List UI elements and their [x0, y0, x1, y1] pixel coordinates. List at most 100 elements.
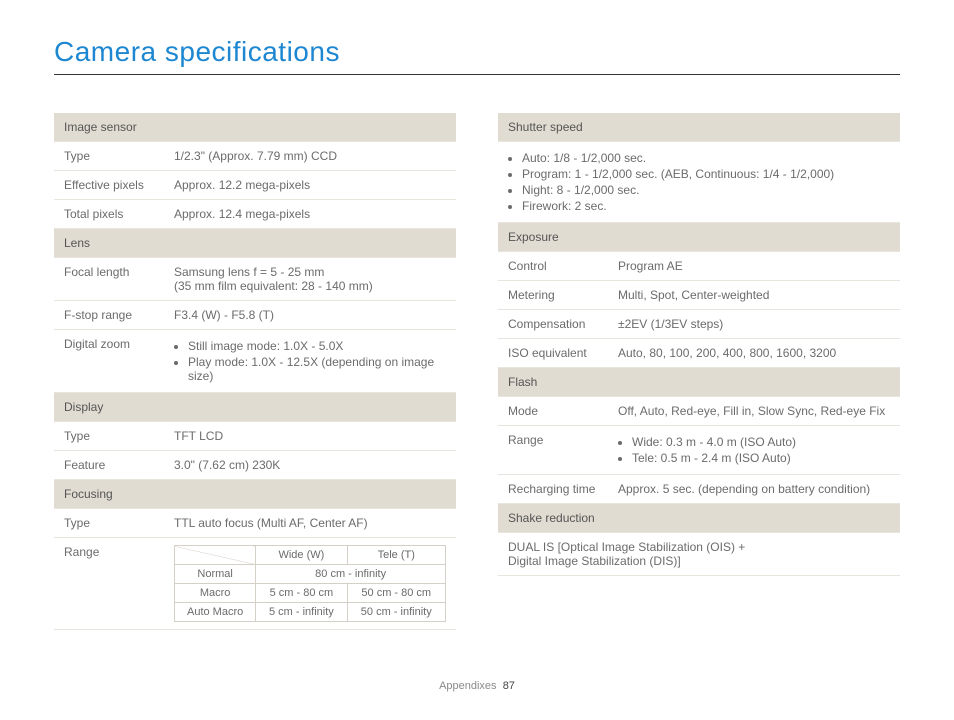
- table-row: Recharging time Approx. 5 sec. (dependin…: [498, 475, 900, 504]
- row-value: DUAL IS [Optical Image Stabilization (OI…: [498, 533, 900, 576]
- inner-value: 50 cm - 80 cm: [347, 584, 445, 603]
- row-value: TFT LCD: [164, 422, 456, 451]
- bullet-list: Wide: 0.3 m - 4.0 m (ISO Auto) Tele: 0.5…: [618, 435, 890, 465]
- columns: Image sensor Type 1/2.3" (Approx. 7.79 m…: [54, 113, 900, 630]
- inner-label: Macro: [175, 584, 256, 603]
- section-exposure: Exposure: [498, 223, 900, 252]
- page-number: 87: [503, 680, 515, 692]
- row-value: Still image mode: 1.0X - 5.0X Play mode:…: [164, 330, 456, 393]
- section-shake: Shake reduction: [498, 504, 900, 533]
- row-label: F-stop range: [54, 301, 164, 330]
- table-row: Range Wide (W) Tele (T) Normal 80 cm - i…: [54, 538, 456, 630]
- row-label: Compensation: [498, 310, 608, 339]
- row-label: Total pixels: [54, 200, 164, 229]
- footer-label: Appendixes: [439, 680, 497, 692]
- table-row: Type TTL auto focus (Multi AF, Center AF…: [54, 509, 456, 538]
- inner-row: Macro 5 cm - 80 cm 50 cm - 80 cm: [175, 584, 446, 603]
- section-image-sensor: Image sensor: [54, 113, 456, 142]
- left-table: Image sensor Type 1/2.3" (Approx. 7.79 m…: [54, 113, 456, 630]
- section-header: Display: [54, 393, 456, 422]
- section-display: Display: [54, 393, 456, 422]
- row-value: ±2EV (1/3EV steps): [608, 310, 900, 339]
- left-column: Image sensor Type 1/2.3" (Approx. 7.79 m…: [54, 113, 456, 630]
- table-row: Effective pixels Approx. 12.2 mega-pixel…: [54, 171, 456, 200]
- row-value: Approx. 5 sec. (depending on battery con…: [608, 475, 900, 504]
- bullet: Tele: 0.5 m - 2.4 m (ISO Auto): [632, 451, 890, 465]
- inner-row: Auto Macro 5 cm - infinity 50 cm - infin…: [175, 603, 446, 622]
- row-label: Digital zoom: [54, 330, 164, 393]
- row-label: Feature: [54, 451, 164, 480]
- bullet-list: Still image mode: 1.0X - 5.0X Play mode:…: [174, 339, 446, 383]
- row-label: Type: [54, 422, 164, 451]
- table-row: Focal length Samsung lens f = 5 - 25 mm …: [54, 258, 456, 301]
- row-value: TTL auto focus (Multi AF, Center AF): [164, 509, 456, 538]
- row-value: 1/2.3" (Approx. 7.79 mm) CCD: [164, 142, 456, 171]
- inner-value: 5 cm - infinity: [256, 603, 347, 622]
- table-row: ISO equivalent Auto, 80, 100, 200, 400, …: [498, 339, 900, 368]
- inner-value: 80 cm - infinity: [256, 565, 446, 584]
- row-label: Type: [54, 509, 164, 538]
- section-header: Exposure: [498, 223, 900, 252]
- section-header: Flash: [498, 368, 900, 397]
- bullet: Auto: 1/8 - 1/2,000 sec.: [522, 151, 890, 165]
- row-value: Auto, 80, 100, 200, 400, 800, 1600, 3200: [608, 339, 900, 368]
- row-value: Program AE: [608, 252, 900, 281]
- bullet: Wide: 0.3 m - 4.0 m (ISO Auto): [632, 435, 890, 449]
- table-row: Digital zoom Still image mode: 1.0X - 5.…: [54, 330, 456, 393]
- row-label: Control: [498, 252, 608, 281]
- table-row: Control Program AE: [498, 252, 900, 281]
- table-row: Feature 3.0" (7.62 cm) 230K: [54, 451, 456, 480]
- row-label: Focal length: [54, 258, 164, 301]
- line2: (35 mm film equivalent: 28 - 140 mm): [174, 279, 373, 293]
- page: Camera specifications Image sensor Type …: [0, 0, 954, 630]
- table-row: Compensation ±2EV (1/3EV steps): [498, 310, 900, 339]
- section-header: Focusing: [54, 480, 456, 509]
- footer: Appendixes 87: [0, 680, 954, 692]
- table-row: Mode Off, Auto, Red-eye, Fill in, Slow S…: [498, 397, 900, 426]
- row-value: Approx. 12.2 mega-pixels: [164, 171, 456, 200]
- table-row: Auto: 1/8 - 1/2,000 sec. Program: 1 - 1/…: [498, 142, 900, 223]
- range-inner-table: Wide (W) Tele (T) Normal 80 cm - infinit…: [174, 545, 446, 622]
- diag-cell: [175, 546, 256, 565]
- section-shutter: Shutter speed: [498, 113, 900, 142]
- row-value: Samsung lens f = 5 - 25 mm (35 mm film e…: [164, 258, 456, 301]
- row-value: Approx. 12.4 mega-pixels: [164, 200, 456, 229]
- section-header: Image sensor: [54, 113, 456, 142]
- table-row: Type TFT LCD: [54, 422, 456, 451]
- row-label: Recharging time: [498, 475, 608, 504]
- row-label: Type: [54, 142, 164, 171]
- row-label: Range: [498, 426, 608, 475]
- row-label: Mode: [498, 397, 608, 426]
- line1: Samsung lens f = 5 - 25 mm: [174, 265, 324, 279]
- table-row: F-stop range F3.4 (W) - F5.8 (T): [54, 301, 456, 330]
- table-row: Total pixels Approx. 12.4 mega-pixels: [54, 200, 456, 229]
- line2: Digital Image Stabilization (DIS)]: [508, 554, 681, 568]
- page-title: Camera specifications: [54, 36, 900, 68]
- bullet: Night: 8 - 1/2,000 sec.: [522, 183, 890, 197]
- title-rule: [54, 74, 900, 75]
- line1: DUAL IS [Optical Image Stabilization (OI…: [508, 540, 745, 554]
- section-header: Shutter speed: [498, 113, 900, 142]
- section-header: Lens: [54, 229, 456, 258]
- inner-header: Wide (W): [256, 546, 347, 565]
- inner-value: 50 cm - infinity: [347, 603, 445, 622]
- bullet: Play mode: 1.0X - 12.5X (depending on im…: [188, 355, 446, 383]
- table-row: DUAL IS [Optical Image Stabilization (OI…: [498, 533, 900, 576]
- right-column: Shutter speed Auto: 1/8 - 1/2,000 sec. P…: [498, 113, 900, 630]
- bullet-list: Auto: 1/8 - 1/2,000 sec. Program: 1 - 1/…: [508, 151, 890, 213]
- section-focusing: Focusing: [54, 480, 456, 509]
- inner-value: 5 cm - 80 cm: [256, 584, 347, 603]
- row-value: Off, Auto, Red-eye, Fill in, Slow Sync, …: [608, 397, 900, 426]
- row-label: Effective pixels: [54, 171, 164, 200]
- section-flash: Flash: [498, 368, 900, 397]
- row-value: 3.0" (7.62 cm) 230K: [164, 451, 456, 480]
- row-value: Auto: 1/8 - 1/2,000 sec. Program: 1 - 1/…: [498, 142, 900, 223]
- row-value: Wide (W) Tele (T) Normal 80 cm - infinit…: [164, 538, 456, 630]
- bullet: Still image mode: 1.0X - 5.0X: [188, 339, 446, 353]
- table-row: Metering Multi, Spot, Center-weighted: [498, 281, 900, 310]
- row-value: F3.4 (W) - F5.8 (T): [164, 301, 456, 330]
- inner-row: Wide (W) Tele (T): [175, 546, 446, 565]
- row-label: Metering: [498, 281, 608, 310]
- row-value: Multi, Spot, Center-weighted: [608, 281, 900, 310]
- table-row: Range Wide: 0.3 m - 4.0 m (ISO Auto) Tel…: [498, 426, 900, 475]
